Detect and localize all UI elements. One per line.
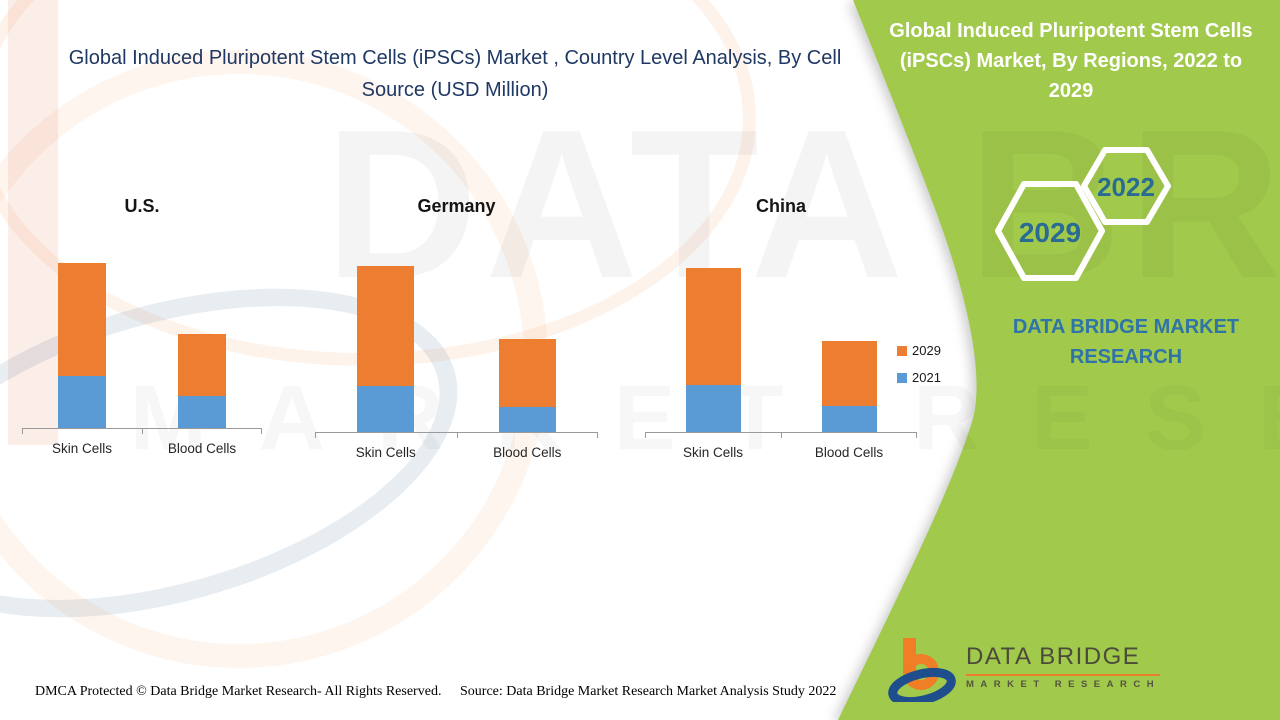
legend-swatch-icon xyxy=(897,345,907,356)
logo-title: DATA BRIDGE xyxy=(966,643,1161,676)
chart-main-title: Global Induced Pluripotent Stem Cells (i… xyxy=(68,47,842,102)
axis-tick xyxy=(781,432,782,438)
stacked-bar xyxy=(357,266,415,432)
stacked-bar xyxy=(821,341,877,432)
bar-column xyxy=(645,262,781,432)
bar-segment-2029 xyxy=(821,341,877,406)
bar-column xyxy=(781,262,917,432)
plot-area-germany xyxy=(315,262,599,438)
category-label: Blood Cells xyxy=(493,445,562,460)
hexagon-2022-icon xyxy=(1081,147,1171,225)
category-label: Skin Cells xyxy=(51,441,113,456)
hexagon-year-2029: 2029 xyxy=(1019,217,1081,248)
stacked-bar xyxy=(685,268,741,432)
plot-area-china xyxy=(645,262,917,438)
legend-swatch-icon xyxy=(897,372,907,383)
hexagon-2029-icon xyxy=(995,181,1105,281)
bar-segment-2029 xyxy=(357,266,415,386)
data-bridge-logo-icon xyxy=(888,638,956,702)
legend-item: 2021 xyxy=(897,370,941,385)
chart-us: U.S. Skin Cells Blood Cells xyxy=(22,196,262,466)
axis-tick xyxy=(315,432,316,438)
stacked-bar xyxy=(178,334,226,428)
right-panel-title: Global Induced Pluripotent Stem Cells (i… xyxy=(889,20,1253,102)
stacked-bar xyxy=(498,339,556,432)
footer-dmca-text: DMCA Protected © Data Bridge Market Rese… xyxy=(35,684,442,699)
bar-segment-2029 xyxy=(498,339,556,407)
axis-tick xyxy=(142,428,143,434)
bar-column xyxy=(22,258,142,428)
logo-subtitle: MARKET RESEARCH xyxy=(966,678,1161,690)
bar-column xyxy=(457,262,599,432)
watermark-text: DATA BRIDGE xyxy=(325,85,1280,322)
bar-segment-2021 xyxy=(821,406,877,432)
bar-column xyxy=(142,258,262,428)
bar-segment-2029 xyxy=(685,268,741,385)
axis-tick xyxy=(22,428,23,434)
bar-segment-2021 xyxy=(357,386,415,432)
hexagon-year-2022: 2022 xyxy=(1097,172,1155,202)
brand-text: DATA BRIDGE MARKET RESEARCH xyxy=(1012,316,1240,368)
bar-segment-2029 xyxy=(58,263,106,376)
axis-tick xyxy=(916,432,917,438)
category-label: Skin Cells xyxy=(682,445,744,460)
legend-label: 2029 xyxy=(912,343,941,358)
category-label: Skin Cells xyxy=(355,445,416,460)
axis-tick xyxy=(645,432,646,438)
bar-segment-2021 xyxy=(685,385,741,432)
axis-tick xyxy=(456,432,458,438)
data-bridge-logo: DATA BRIDGE MARKET RESEARCH xyxy=(888,630,1161,702)
stacked-bar xyxy=(58,263,106,428)
legend-item: 2029 xyxy=(897,343,941,358)
chart-country-title-germany: Germany xyxy=(417,196,496,216)
category-label: Blood Cells xyxy=(814,445,884,460)
category-label: Blood Cells xyxy=(167,441,237,456)
footer-source-text: Source: Data Bridge Market Research Mark… xyxy=(460,684,837,699)
bar-column xyxy=(315,262,457,432)
chart-china: China Skin Cells Blood Cells xyxy=(645,196,917,470)
axis-tick xyxy=(597,432,598,438)
plot-area-us xyxy=(22,258,262,434)
axis-tick xyxy=(261,428,262,434)
chart-germany: Germany Skin Cells Blood Cells xyxy=(315,196,598,470)
bar-segment-2021 xyxy=(178,396,226,428)
year-hexagons: 2029 2022 xyxy=(995,147,1171,281)
legend-label: 2021 xyxy=(912,370,941,385)
bar-segment-2021 xyxy=(58,376,106,428)
bar-segment-2029 xyxy=(178,334,226,396)
bar-segment-2021 xyxy=(498,407,556,432)
chart-legend: 2029 2021 xyxy=(897,343,941,385)
chart-country-title-us: U.S. xyxy=(124,196,160,216)
chart-country-title-china: China xyxy=(755,196,806,216)
green-panel-shape xyxy=(838,0,1280,720)
